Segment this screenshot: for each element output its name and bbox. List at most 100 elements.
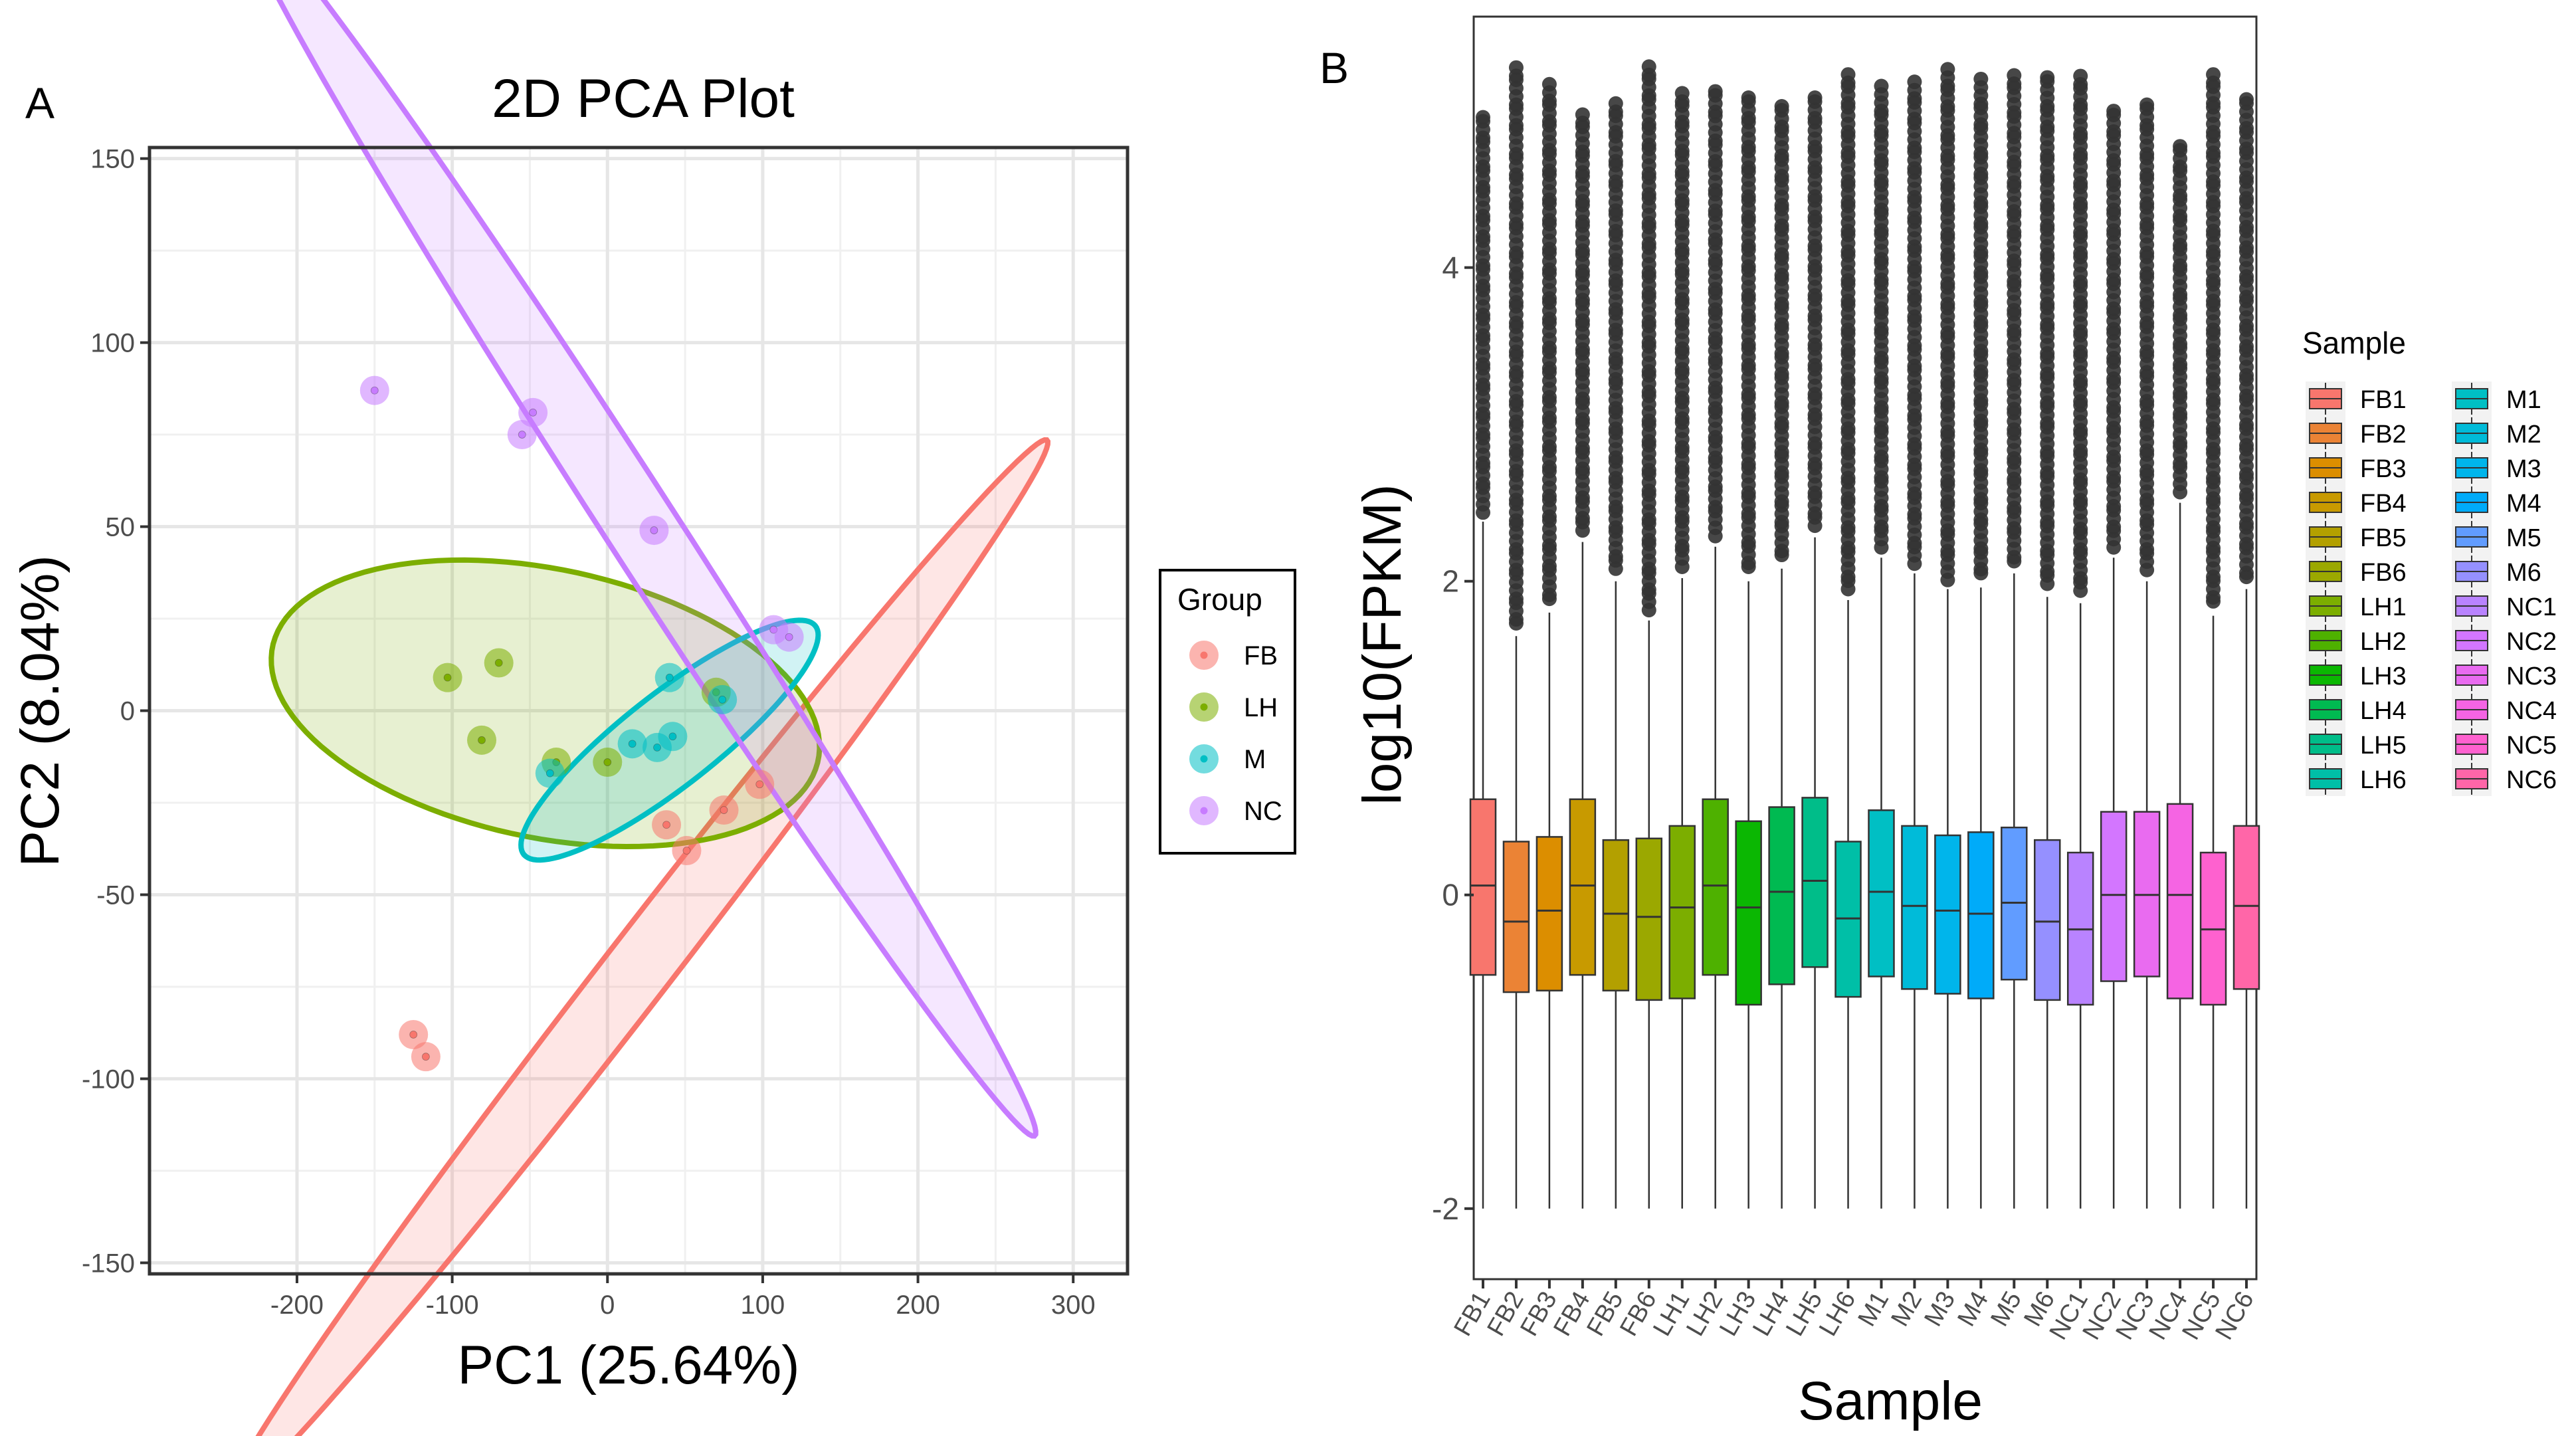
point-center-fb [409,1031,418,1039]
legend-label-m4: M4 [2506,490,2541,518]
outlier-point [1508,60,1524,75]
outlier-point [1940,62,1955,77]
point-center-m [668,732,677,741]
legend-label-m: M [1244,745,1266,774]
legend-label-nc3: NC3 [2506,663,2557,690]
pca-y-axis: -150 -100 -50 0 50 100 150 [82,145,149,1278]
pca-x-tick-label: 100 [741,1290,785,1320]
boxplot-y-axis-title: log10(FPKM) [1352,484,1413,805]
sample-legend-title: Sample [2302,326,2406,360]
point-center-m [665,673,674,682]
sample-legend-items: FB1 FB2 FB3 FB4 FB5 FB6 LH1 LH2 LH3 LH4 LH5 LH6 M1 M2… [2306,381,2557,796]
pca-y-tick-label: 50 [106,513,136,542]
pca-x-tick-label: 0 [600,1290,615,1320]
legend-label-m1: M1 [2506,386,2541,414]
legend-key-center-m [1200,755,1208,763]
legend-label-nc5: NC5 [2506,732,2557,760]
point-center-nc [370,386,379,395]
box-nc6 [2232,825,2260,990]
panel-a-label: A [25,78,54,128]
point-center-fb [682,847,691,855]
legend-label-lh: LH [1244,693,1278,722]
outlier-point [1741,90,1756,106]
point-center-fb [720,806,728,814]
legend-label-m2: M2 [2506,421,2541,449]
legend-label-fb5: FB5 [2360,524,2407,552]
box-lh2 [1702,798,1729,976]
pca-panel: A 2D PCA Plot -200 -100 0 100 200 300 -150 -10… [10,0,1296,1436]
outlier-point [2007,68,2022,83]
box-m2 [1901,825,1928,990]
legend-label-lh1: LH1 [2360,593,2407,621]
outlier-point [1874,78,1889,94]
box-fb5 [1602,839,1630,991]
boxplot-boxes [1469,59,2260,1209]
box-fb3 [1536,836,1563,991]
box-lh5 [1801,797,1829,968]
outlier-point [1575,107,1590,122]
pca-y-axis-title: PC2 (8.04%) [10,555,70,867]
outlier-point [2239,92,2254,107]
legend-label-nc2: NC2 [2506,628,2557,656]
legend-label-m6: M6 [2506,559,2541,587]
legend-label-fb6: FB6 [2360,559,2407,587]
point-center-fb [662,821,670,829]
box-lh3 [1735,820,1762,1006]
legend-label-lh2: LH2 [2360,628,2407,656]
outlier-point [1641,59,1656,74]
point-center-fb [755,780,764,789]
pca-legend-box [1159,569,1296,855]
outlier-point [1541,76,1557,92]
outlier-point [1708,84,1723,99]
box-fb2 [1502,841,1530,993]
box-fb1 [1469,798,1497,976]
outlier-point [1774,99,1789,114]
legend-label-nc4: NC4 [2506,697,2557,725]
pca-y-tick-label: -150 [82,1249,135,1278]
outlier-point [1973,71,1989,86]
pca-ellipses [255,0,1051,1436]
legend-label-lh6: LH6 [2360,766,2407,794]
pca-x-tick-label: -200 [270,1290,324,1320]
panel-b-label: B [1320,43,1349,92]
boxplot-plot-area [1472,15,2258,1281]
sample-legend: Sample FB1 FB2 FB3 FB4 FB5 FB6 LH1 LH2 LH3 LH4 LH5… [2302,326,2557,796]
legend-label-fb3: FB3 [2360,455,2407,483]
legend-key-center-fb [1200,651,1208,659]
point-center-m [718,695,727,704]
point-center-lh [443,673,452,682]
legend-label-nc1: NC1 [2506,593,2557,621]
legend-key-center-nc [1200,807,1208,815]
boxplot-y-tick-label: 0 [1442,878,1459,912]
pca-legend: Group FB LH M NC [1159,569,1296,855]
legend-key-center-lh [1200,703,1208,711]
outlier-point [1608,96,1623,111]
outlier-point [2106,104,2122,119]
legend-label-m3: M3 [2506,455,2541,483]
outlier-point [1476,110,1490,125]
outlier-point [2139,97,2155,112]
legend-label-m5: M5 [2506,524,2541,552]
outlier-point [1807,90,1823,106]
legend-label-lh5: LH5 [2360,732,2407,760]
boxplot-x-axis-title: Sample [1798,1371,1983,1431]
legend-label-fb1: FB1 [2360,386,2407,414]
pca-gridlines [149,148,1128,1274]
pca-y-tick-label: -50 [96,880,135,910]
pca-y-tick-label: 150 [90,145,135,174]
pca-x-tick-label: -100 [426,1290,479,1320]
legend-label-nc6: NC6 [2506,766,2557,794]
box-fb4 [1569,798,1597,976]
box-m3 [1934,834,1961,995]
point-center-fb [421,1053,430,1061]
legend-label-lh3: LH3 [2360,663,2407,690]
point-center-lh [603,758,612,766]
legend-label-fb: FB [1244,641,1278,670]
pca-title: 2D PCA Plot [492,68,795,129]
boxplot-y-tick-label: 4 [1442,251,1459,285]
point-center-nc [650,526,658,534]
point-center-lh [494,659,503,667]
point-center-m [545,769,554,777]
box-m4 [1967,831,1995,999]
